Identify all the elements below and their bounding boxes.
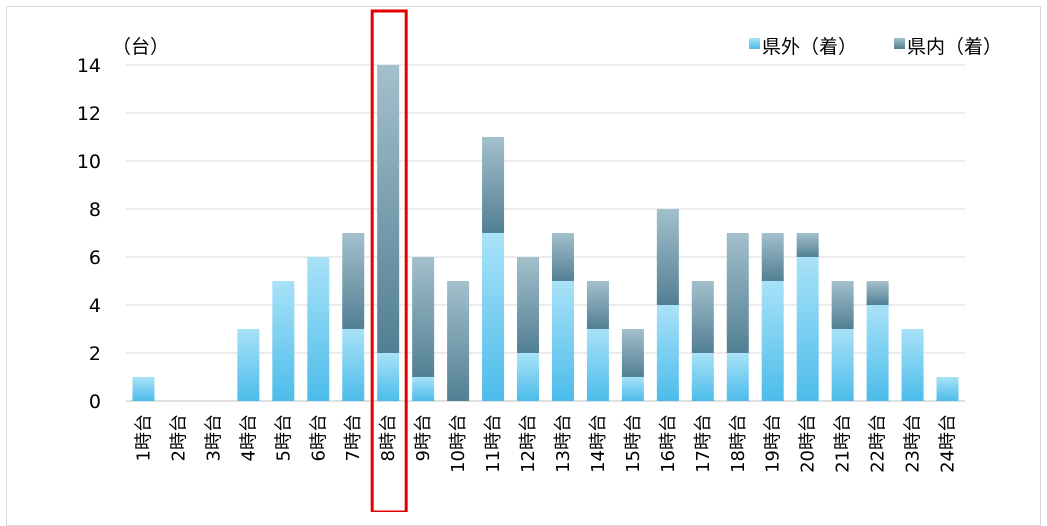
- bar-outside: [412, 377, 435, 401]
- legend: 県外（着） 県内（着）: [749, 36, 1002, 58]
- legend-swatch-outside: [749, 38, 760, 49]
- bar-outside: [551, 281, 574, 401]
- x-category-label: 1時台: [133, 414, 154, 461]
- x-axis-categories: 1時台 2時台 3時台 4時台 5時台 6時台 7時台 8時台 9時台 10時台 11時台 12時台 1…: [133, 414, 958, 473]
- x-category-label: 23時台: [903, 414, 924, 473]
- highlight-box-layer: [370, 9, 408, 512]
- x-category-label: 14時台: [588, 414, 609, 473]
- y-axis-ticks: 0 2 4 6 8 10 12 14: [77, 55, 101, 413]
- x-category-label: 4時台: [238, 414, 259, 461]
- bar-inside: [691, 281, 714, 353]
- x-category-label: 17時台: [693, 414, 714, 473]
- legend-swatch-inside: [894, 38, 905, 49]
- legend-label-outside: 県外（着）: [762, 36, 857, 58]
- x-category-label: 5時台: [273, 414, 294, 461]
- legend-label-inside: 県内（着）: [907, 36, 1002, 58]
- x-category-label: 8時台: [378, 414, 399, 461]
- bar-outside: [866, 305, 889, 401]
- bar-outside: [482, 233, 505, 401]
- bar-outside: [132, 377, 155, 401]
- bar-inside: [586, 281, 609, 329]
- bar-inside: [831, 281, 854, 329]
- y-axis-unit-label: （台）: [112, 36, 169, 58]
- bar-outside: [796, 257, 819, 401]
- bar-outside: [901, 329, 924, 401]
- x-category-label: 24時台: [938, 414, 959, 473]
- highlight-box: [370, 9, 408, 512]
- y-tick-label: 8: [89, 199, 101, 221]
- x-category-label: 10時台: [448, 414, 469, 473]
- bar-outside: [272, 281, 295, 401]
- y-tick-label: 10: [77, 151, 101, 173]
- x-category-label: 6時台: [308, 414, 329, 461]
- bar-inside: [726, 233, 749, 353]
- bar-outside: [691, 353, 714, 401]
- x-category-label: 12時台: [518, 414, 539, 473]
- y-tick-label: 2: [89, 343, 101, 365]
- bar-outside: [237, 329, 260, 401]
- y-tick-label: 0: [89, 391, 101, 413]
- bar-outside: [761, 281, 784, 401]
- bar-outside: [517, 353, 540, 401]
- bar-inside: [412, 257, 435, 377]
- x-category-label: 11時台: [483, 414, 504, 473]
- y-tick-label: 14: [77, 55, 101, 77]
- x-category-label: 13時台: [553, 414, 574, 473]
- bar-inside: [517, 257, 540, 353]
- bar-outside: [621, 377, 644, 401]
- x-category-label: 18時台: [728, 414, 749, 473]
- x-category-label: 22時台: [868, 414, 889, 473]
- x-category-label: 20時台: [798, 414, 819, 473]
- bar-outside: [936, 377, 959, 401]
- bar-inside: [621, 329, 644, 377]
- x-category-label: 3時台: [203, 414, 224, 461]
- y-tick-label: 6: [89, 247, 101, 269]
- bar-outside: [831, 329, 854, 401]
- bar-inside: [866, 281, 889, 305]
- gridlines: [126, 64, 965, 402]
- bar-inside: [551, 233, 574, 281]
- y-tick-label: 4: [89, 295, 101, 317]
- x-category-label: 19時台: [763, 414, 784, 473]
- bar-inside: [377, 65, 400, 353]
- x-category-label: 2時台: [168, 414, 189, 461]
- bar-inside: [656, 209, 679, 305]
- bar-outside: [726, 353, 749, 401]
- x-category-label: 21時台: [833, 414, 854, 473]
- bar-inside: [482, 137, 505, 233]
- bar-inside: [447, 281, 470, 401]
- bar-outside: [307, 257, 330, 401]
- bar-outside: [377, 353, 400, 401]
- x-category-label: 15時台: [623, 414, 644, 473]
- bar-inside: [796, 233, 819, 257]
- bars: [132, 65, 959, 401]
- bar-outside: [342, 329, 365, 401]
- x-category-label: 9時台: [413, 414, 434, 461]
- y-tick-label: 12: [77, 103, 101, 125]
- bar-outside: [656, 305, 679, 401]
- x-category-label: 16時台: [658, 414, 679, 473]
- bar-outside: [586, 329, 609, 401]
- bar-inside: [761, 233, 784, 281]
- x-category-label: 7時台: [343, 414, 364, 461]
- bar-inside: [342, 233, 365, 329]
